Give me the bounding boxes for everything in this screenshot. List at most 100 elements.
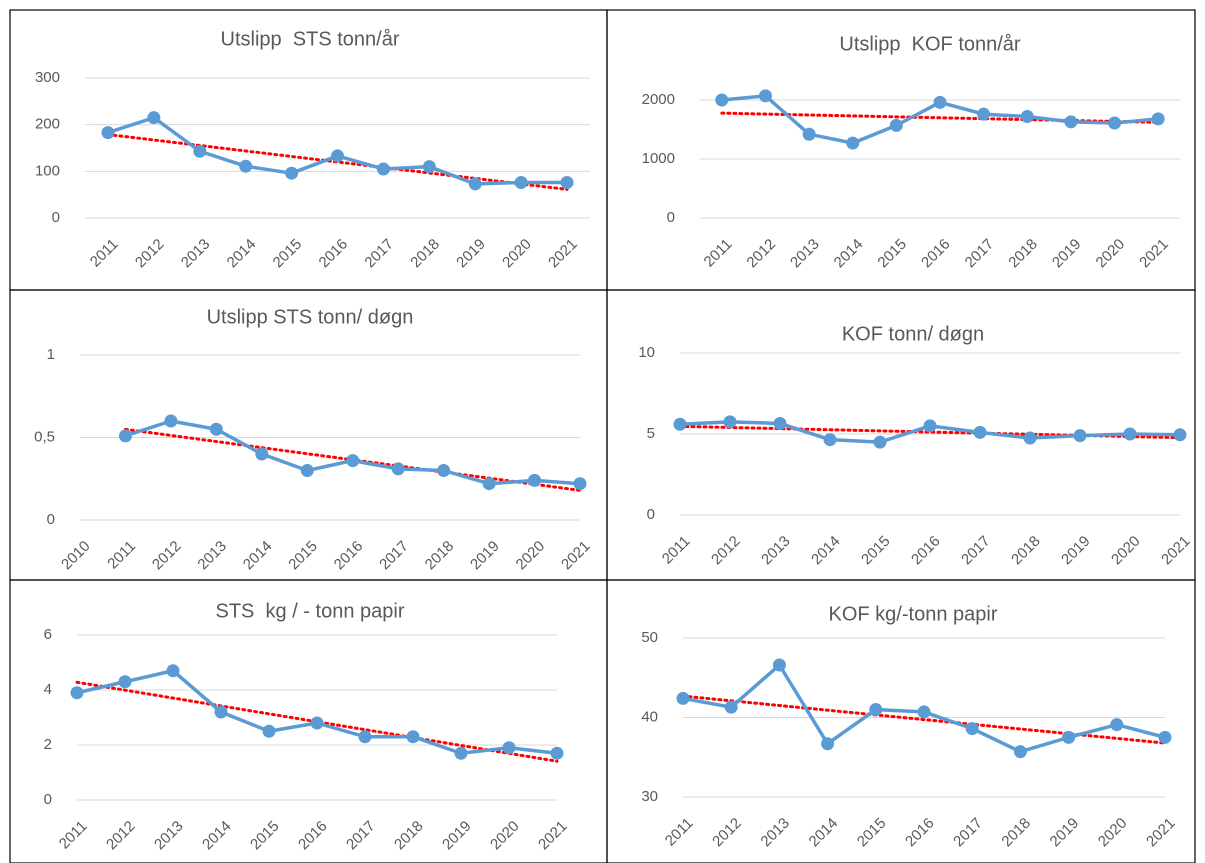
x-tick-label: 2015 <box>874 236 910 272</box>
data-point <box>166 664 180 678</box>
data-point <box>346 454 360 468</box>
data-point <box>209 422 223 436</box>
data-point <box>923 419 937 433</box>
trendline <box>720 111 1160 124</box>
x-tick-label: 2019 <box>1058 533 1094 569</box>
data-point <box>285 166 299 180</box>
data-point <box>873 435 887 449</box>
data-point <box>101 126 115 140</box>
x-tick-label: 2015 <box>247 818 283 854</box>
x-tick-label: 2014 <box>240 538 276 574</box>
x-tick-label: 2012 <box>743 236 779 272</box>
data-point <box>164 414 178 428</box>
x-tick-label: 2016 <box>316 236 352 272</box>
data-point <box>673 417 687 431</box>
data-point <box>1020 110 1034 124</box>
y-tick-label: 6 <box>44 626 52 643</box>
y-tick-label: 0,5 <box>34 428 55 445</box>
y-tick-label: 30 <box>641 788 658 805</box>
panel-border <box>606 579 1196 863</box>
x-tick-label: 2017 <box>361 236 397 272</box>
data-point <box>1123 427 1137 441</box>
data-point <box>391 462 405 476</box>
x-tick-label: 2010 <box>58 538 94 574</box>
x-tick-label: 2011 <box>87 236 122 271</box>
x-tick-label: 2014 <box>831 236 867 272</box>
x-tick-label: 2020 <box>1095 815 1131 851</box>
x-tick-label: 2019 <box>453 236 489 272</box>
x-tick-label: 2011 <box>56 818 91 853</box>
x-tick-label: 2017 <box>343 818 379 854</box>
data-point <box>147 111 161 125</box>
data-point <box>1062 730 1076 744</box>
data-point <box>846 136 860 150</box>
x-tick-label: 2011 <box>104 538 139 573</box>
x-tick-label: 2019 <box>1047 815 1083 851</box>
data-point <box>1110 718 1124 732</box>
x-tick-label: 2016 <box>908 533 944 569</box>
chart-title: Utslipp STS tonn/ døgn <box>207 306 414 328</box>
data-point <box>917 705 931 719</box>
x-tick-label: 2018 <box>1005 236 1041 272</box>
data-point <box>560 176 574 190</box>
data-point <box>454 746 468 760</box>
x-tick-label: 2015 <box>285 538 321 574</box>
x-tick-label: 2012 <box>709 815 745 851</box>
x-tick-label: 2012 <box>103 818 139 854</box>
data-point <box>118 429 132 443</box>
data-point <box>437 464 451 477</box>
data-point <box>772 658 786 672</box>
x-tick-label: 2017 <box>958 533 994 569</box>
data-point <box>573 477 587 491</box>
x-tick-label: 2021 <box>1143 815 1179 851</box>
x-tick-label: 2021 <box>535 818 571 854</box>
data-point <box>715 93 729 107</box>
x-tick-label: 2016 <box>902 815 938 851</box>
data-point <box>239 159 253 173</box>
data-point <box>193 144 207 158</box>
data-point <box>758 89 772 103</box>
y-tick-label: 0 <box>44 791 52 808</box>
data-point <box>422 160 436 174</box>
y-tick-label: 0 <box>647 506 655 523</box>
data-point <box>300 464 314 477</box>
x-tick-label: 2012 <box>132 236 168 272</box>
data-point <box>331 149 344 163</box>
data-point <box>965 722 979 736</box>
data-point <box>823 433 837 447</box>
y-tick-label: 2000 <box>642 91 675 108</box>
x-tick-label: 2011 <box>659 533 694 568</box>
x-tick-label: 2020 <box>1093 236 1129 272</box>
x-tick-label: 2019 <box>439 818 475 854</box>
chart-title: KOF kg/-tonn papir <box>829 603 998 625</box>
data-point <box>973 425 987 439</box>
y-tick-label: 40 <box>641 708 658 725</box>
y-tick-label: 2 <box>44 736 52 753</box>
x-tick-label: 2014 <box>199 818 235 854</box>
data-point <box>550 746 564 760</box>
chart-title: Utslipp STS tonn/år <box>221 28 400 50</box>
x-tick-label: 2018 <box>391 818 427 854</box>
data-point <box>514 176 528 190</box>
series-line <box>124 419 581 486</box>
x-tick-label: 2012 <box>708 533 744 569</box>
y-tick-label: 1 <box>47 346 55 363</box>
data-point <box>889 118 903 132</box>
data-point <box>1158 730 1172 744</box>
chart-title: Utslipp KOF tonn/år <box>839 33 1021 55</box>
y-tick-label: 0 <box>667 209 675 226</box>
x-tick-label: 2021 <box>545 236 581 272</box>
x-tick-label: 2018 <box>998 815 1034 851</box>
trendline <box>681 694 1167 745</box>
data-point <box>468 177 482 191</box>
data-point <box>723 415 737 429</box>
x-tick-label: 2015 <box>858 533 894 569</box>
data-point <box>1108 116 1122 130</box>
x-tick-label: 2021 <box>1158 533 1194 569</box>
x-tick-label: 2017 <box>962 236 998 272</box>
x-tick-label: 2013 <box>178 236 214 272</box>
data-point <box>802 127 816 141</box>
data-point <box>255 447 269 461</box>
y-tick-label: 10 <box>638 344 655 361</box>
x-tick-label: 2014 <box>808 533 844 569</box>
